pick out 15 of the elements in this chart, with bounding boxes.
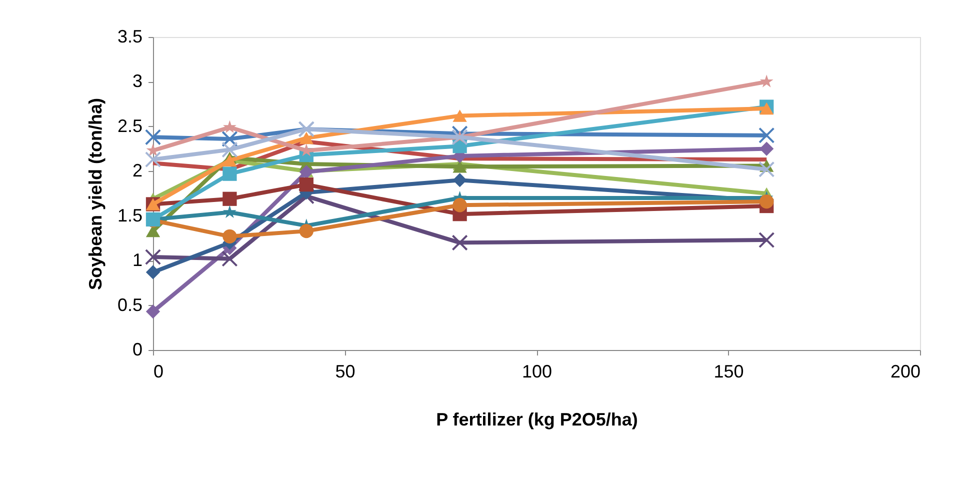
x-axis-title: P fertilizer (kg P2O5/ha) [436,410,638,430]
y-tick-label: 3 [132,71,142,92]
y-tick-label: 2 [132,160,142,181]
x-tick-label: 150 [714,362,744,382]
x-tick-label: 100 [522,362,552,382]
y-tick-label: 0 [132,340,142,360]
y-tick-label: 1 [132,250,142,270]
y-tick-label: 2.5 [117,116,142,136]
y-tick-label: 0.5 [117,294,142,315]
x-tick-label: 0 [154,362,164,382]
x-tick-label: 50 [335,362,356,382]
y-axis-title: Soybean yield (ton/ha) [85,98,106,290]
y-tick-label: 3.5 [117,26,142,46]
y-tick-label: 1.5 [117,205,142,226]
x-tick-label: 200 [890,362,920,382]
